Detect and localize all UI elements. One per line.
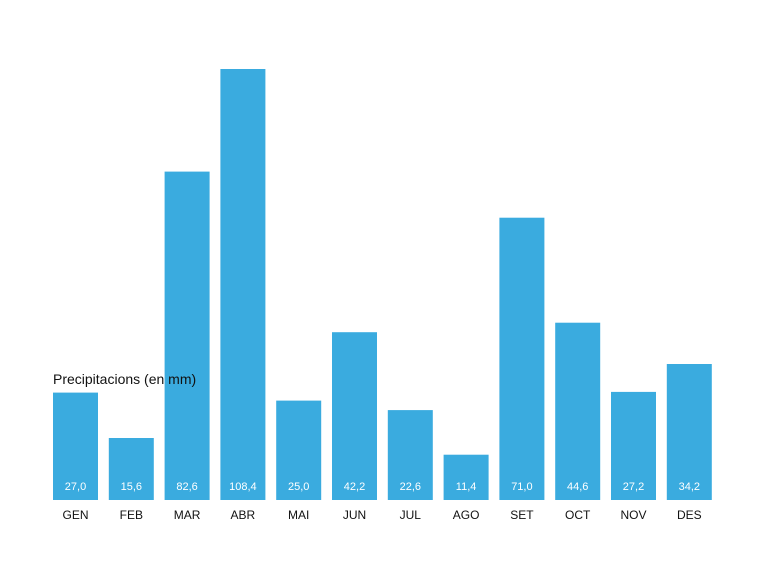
category-labels-group: GEN FEB MAR ABR MAI JUN JUL AGO SET OCT NOV DES: [62, 508, 701, 522]
value-label-jul: 22,6: [400, 481, 421, 493]
category-label-abr: ABR: [231, 508, 256, 522]
bar-oct: [555, 322, 601, 500]
bar-jul: [387, 410, 433, 500]
value-label-gen: 27,0: [65, 481, 86, 493]
category-label-gen: GEN: [62, 508, 88, 522]
bar-des: [666, 364, 712, 500]
value-label-set: 71,0: [511, 481, 532, 493]
category-label-jun: JUN: [343, 508, 366, 522]
bar-jun: [332, 332, 377, 500]
chart-title: Precipitacions (en mm): [53, 371, 196, 387]
category-label-feb: FEB: [120, 508, 143, 522]
category-label-mar: MAR: [174, 508, 201, 522]
bar-ago: [443, 454, 489, 500]
bar-abr: [220, 69, 266, 500]
value-label-abr: 108,4: [229, 481, 257, 493]
category-label-oct: OCT: [565, 508, 591, 522]
bar-set: [499, 217, 545, 500]
bar-mar: [164, 171, 210, 500]
value-label-des: 34,2: [679, 481, 700, 493]
value-label-jun: 42,2: [344, 481, 365, 493]
value-label-feb: 15,6: [121, 481, 142, 493]
value-labels-group: 27,0 15,6 82,6 108,4 25,0 42,2 22,6 11,4 71,0 44,…: [65, 481, 700, 493]
value-label-mai: 25,0: [288, 481, 309, 493]
bar-nov: [611, 391, 656, 500]
bar-feb: [108, 438, 154, 500]
value-label-mar: 82,6: [176, 481, 197, 493]
bar-gen: [53, 392, 98, 500]
category-label-ago: AGO: [453, 508, 480, 522]
value-label-nov: 27,2: [623, 481, 644, 493]
bars-group: [53, 69, 712, 500]
category-label-mai: MAI: [288, 508, 309, 522]
bar-mai: [276, 400, 322, 500]
category-label-nov: NOV: [620, 508, 646, 522]
category-label-set: SET: [510, 508, 534, 522]
category-label-jul: JUL: [400, 508, 422, 522]
value-label-oct: 44,6: [567, 481, 588, 493]
value-label-ago: 11,4: [456, 481, 477, 493]
category-label-des: DES: [677, 508, 702, 522]
